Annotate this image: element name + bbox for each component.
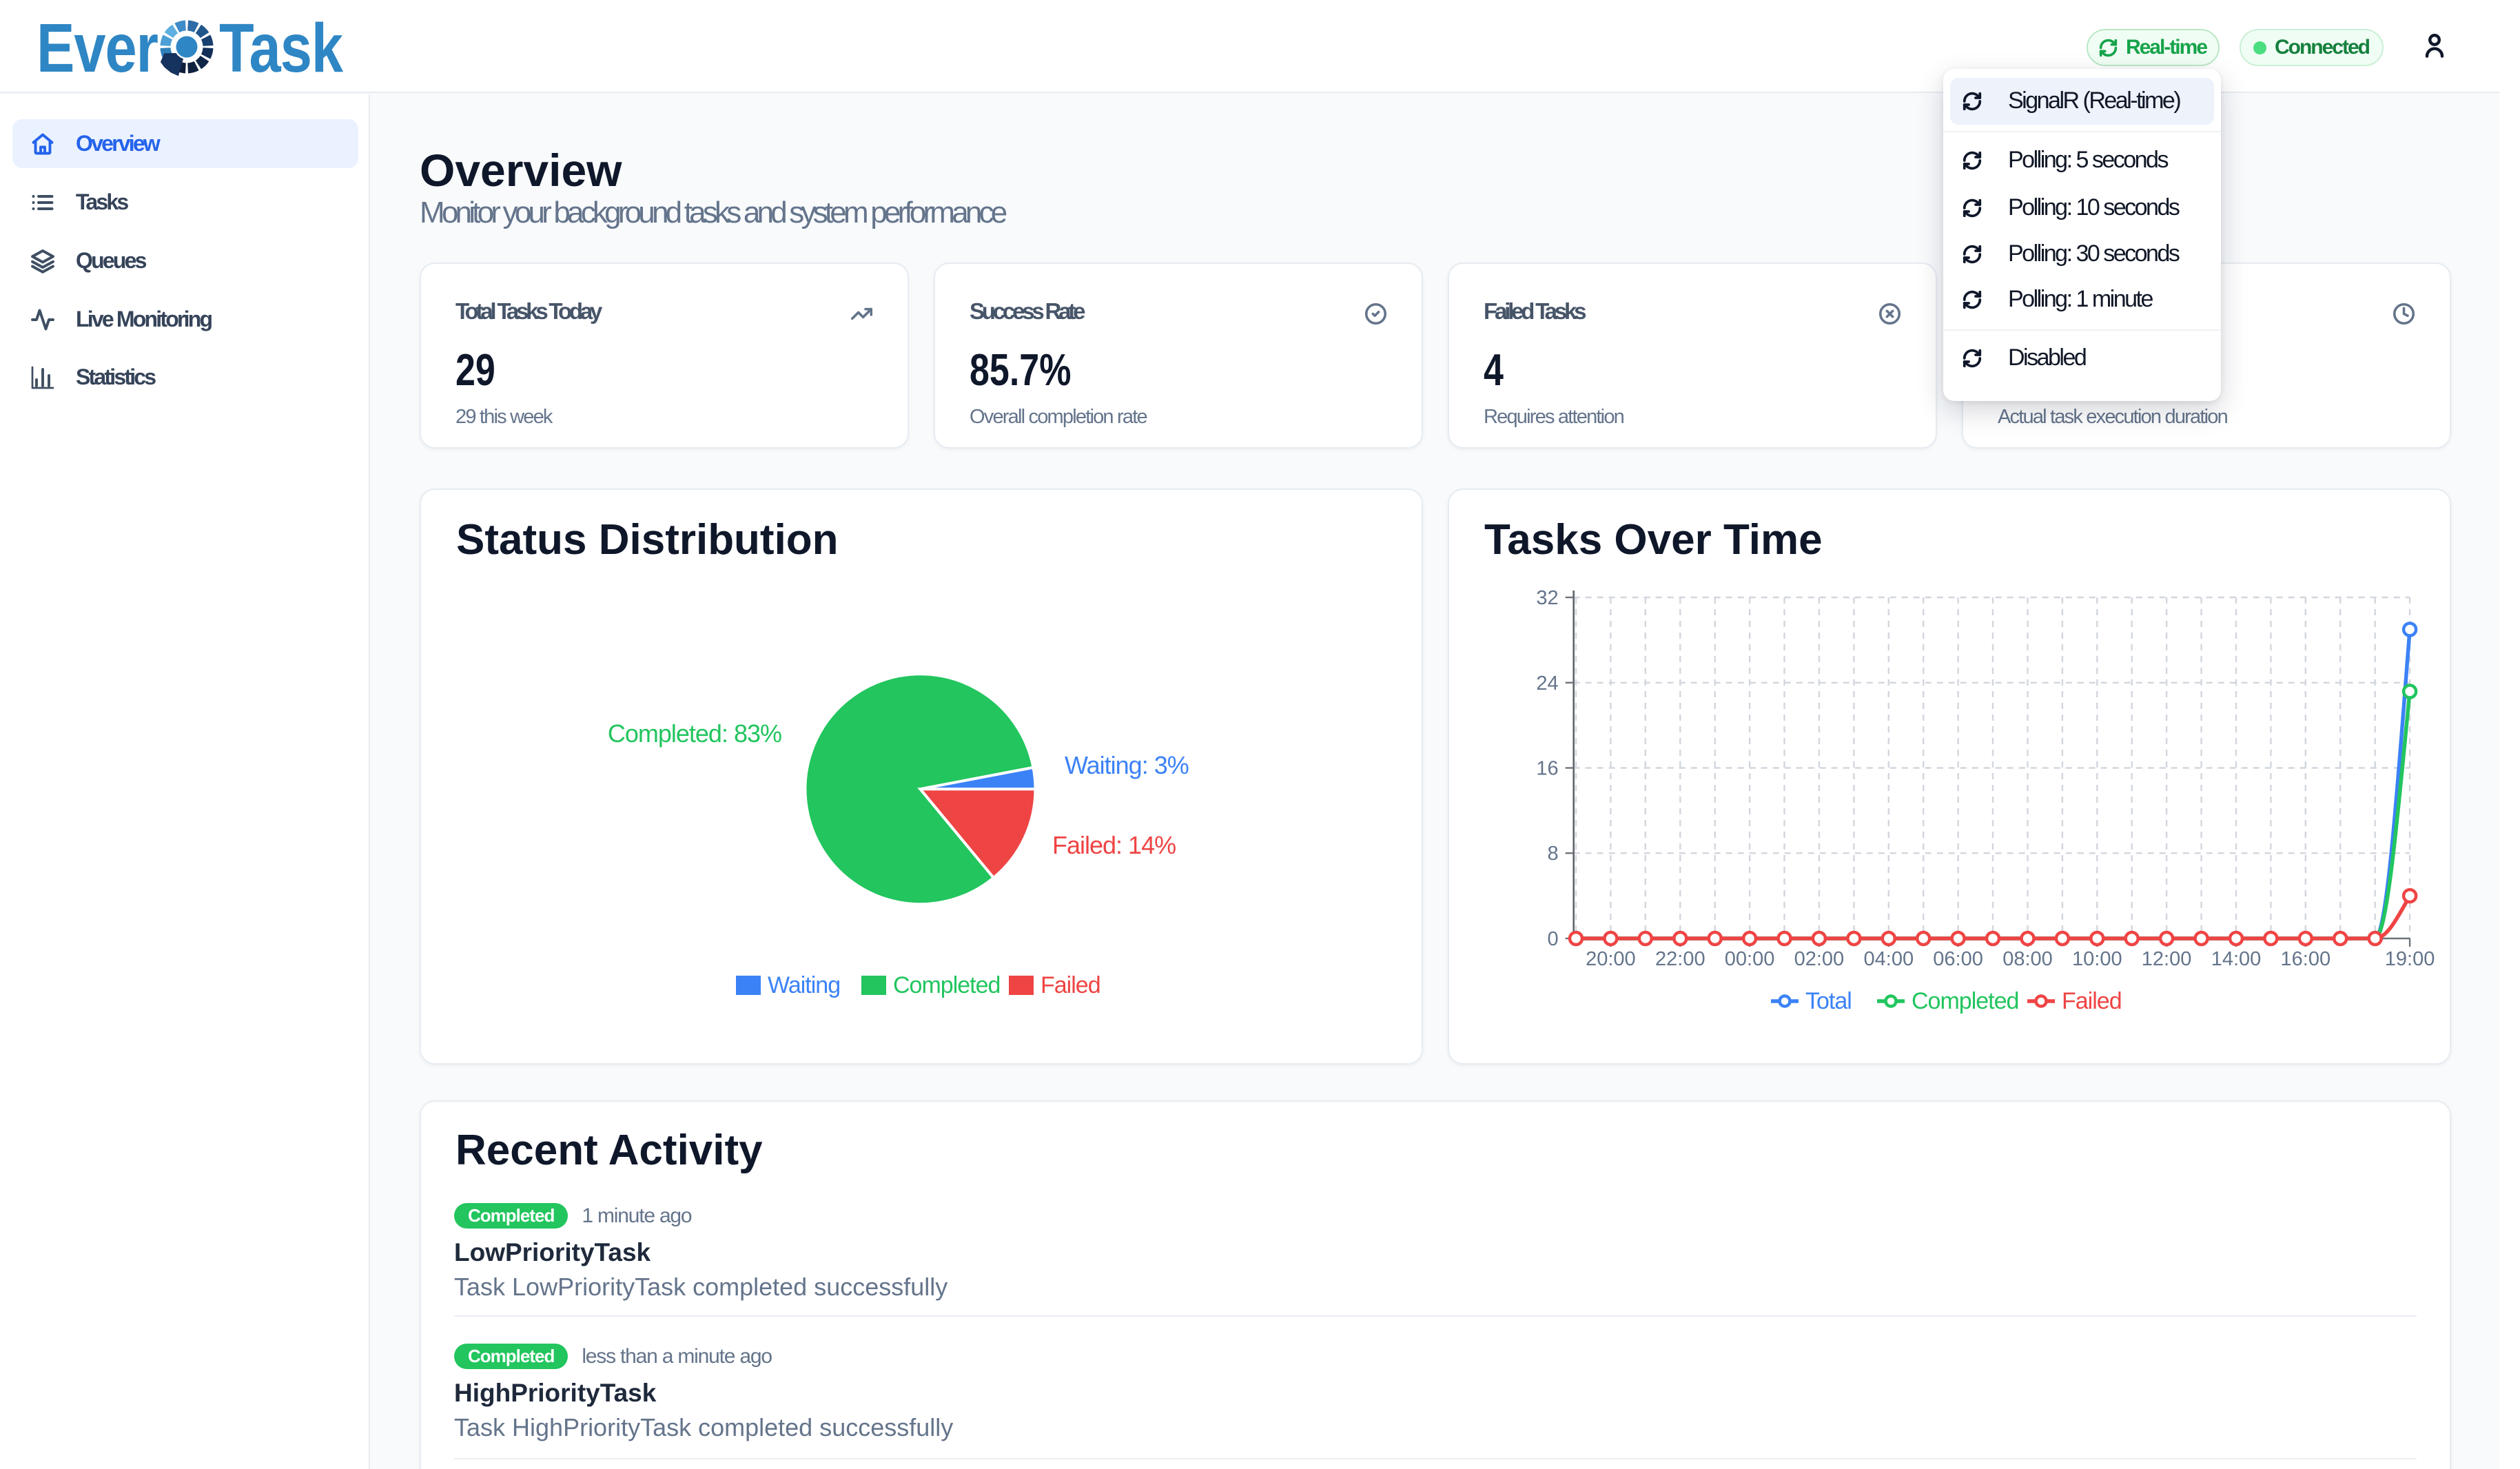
svg-text:Waiting: Waiting [768,972,840,998]
svg-text:10:00: 10:00 [2072,948,2122,970]
svg-text:16: 16 [1536,758,1558,780]
svg-text:06:00: 06:00 [1933,948,1983,970]
svg-text:22:00: 22:00 [1655,948,1705,970]
svg-text:Completed: Completed [893,972,1000,998]
svg-text:0: 0 [1548,928,1559,950]
svg-text:14:00: 14:00 [2211,948,2262,970]
svg-text:32: 32 [1536,587,1558,609]
svg-text:24: 24 [1536,672,1558,695]
svg-text:00:00: 00:00 [1725,948,1775,970]
svg-text:Waiting: 3%: Waiting: 3% [1065,751,1189,779]
svg-text:12:00: 12:00 [2142,948,2192,970]
svg-text:20:00: 20:00 [1586,948,1636,970]
svg-text:Failed: Failed [2062,988,2122,1014]
svg-text:8: 8 [1548,843,1559,865]
svg-text:Total: Total [1805,988,1852,1014]
svg-text:16:00: 16:00 [2281,948,2331,970]
svg-text:Failed: 14%: Failed: 14% [1052,831,1176,859]
svg-text:02:00: 02:00 [1794,948,1845,970]
svg-text:08:00: 08:00 [2002,948,2053,970]
svg-text:Completed: 83%: Completed: 83% [608,719,781,748]
svg-text:04:00: 04:00 [1864,948,1914,970]
svg-text:Completed: Completed [1912,988,2018,1014]
svg-text:19:00: 19:00 [2385,948,2435,970]
svg-text:Failed: Failed [1041,972,1100,998]
